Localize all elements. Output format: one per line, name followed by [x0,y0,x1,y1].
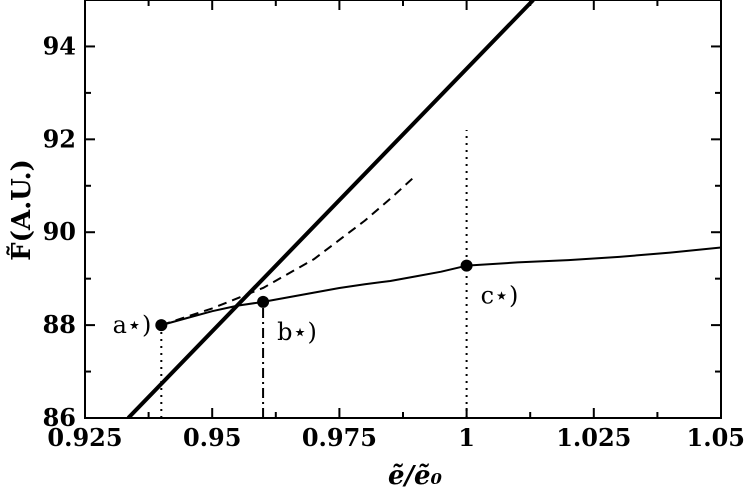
plot-area [126,0,721,418]
series-line-2 [161,174,417,327]
y-tick-label: 92 [43,124,76,153]
x-tick-label: 1.025 [556,423,631,452]
point-label-1: b⋆) [277,318,317,346]
axis-ticks [84,0,722,419]
x-tick-label: 0.975 [302,423,377,452]
point-label-0: a⋆) [113,311,152,339]
y-tick-label: 90 [43,217,76,246]
y-axis-title: F̃(A.U.) [6,159,37,261]
x-tick-label: 1 [458,423,475,452]
y-tick-label: 86 [43,403,76,432]
data-point-1 [257,295,270,308]
plot-frame [84,0,722,419]
data-point-0 [155,319,168,332]
data-markers: a⋆) b⋆) c⋆) [113,259,519,346]
y-tick-label: 94 [43,31,76,60]
tick-labels: 0.925 0.95 0.975 1 1.025 1.05 86 88 90 92 94 [43,31,745,452]
series-line-0 [126,0,535,418]
x-tick-label: 0.925 [47,423,122,452]
x-axis-title: ẽ/ẽ₀ [388,461,443,491]
point-label-2: c⋆) [481,282,519,310]
x-tick-label: 0.95 [183,423,241,452]
series-line-1 [161,246,721,327]
x-tick-label: 1.05 [687,423,745,452]
data-point-2 [460,259,473,272]
y-tick-label: 88 [43,310,76,339]
